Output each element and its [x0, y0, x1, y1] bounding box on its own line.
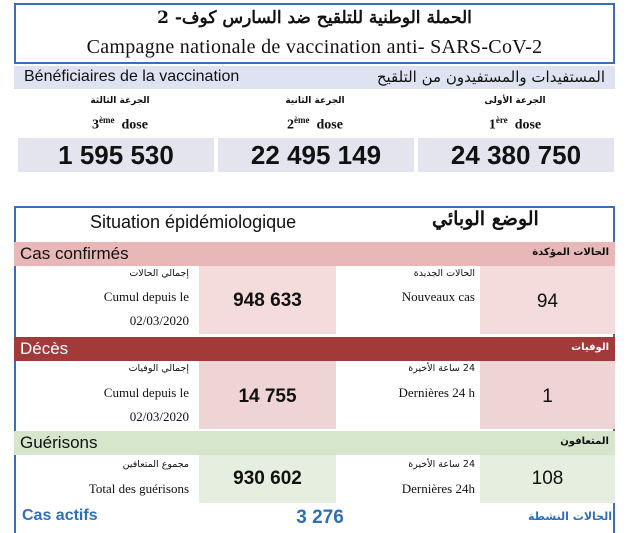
deaths-band: Décès الوفيات: [14, 337, 615, 361]
deaths-label-fr: Décès: [20, 339, 69, 358]
dose3-label-fr: 3ème dose: [92, 115, 148, 133]
dose1-value: 24 380 750: [418, 138, 614, 172]
deaths-new-cell: [480, 361, 615, 429]
title-banner: الحملة الوطنية للتلقيح ضد السارس كوف- 2 …: [14, 3, 615, 64]
confirmed-new-value: 94: [536, 291, 559, 312]
deaths-cumul-date: 02/03/2020: [129, 409, 189, 424]
active-label-ar: الحالات النشطة: [527, 510, 612, 523]
dose3-value: 1 595 530: [18, 138, 214, 172]
recovered-label-fr: Guérisons: [20, 433, 98, 452]
recovered-cumul-label-ar: مجموع المتعافين: [122, 459, 189, 470]
deaths-new-label-fr: Dernières 24 h: [398, 385, 475, 400]
confirmed-label-ar: الحالات المؤكدة: [532, 247, 609, 258]
recovered-cumul-value: 930 602: [233, 468, 302, 489]
confirmed-band: Cas confirmés الحالات المؤكدة: [14, 242, 615, 266]
confirmed-new-cell: [480, 266, 615, 334]
dose3-label-ar: الجرعة الثالثة: [90, 96, 150, 106]
title-french: Campagne nationale de vaccination anti- …: [86, 36, 543, 58]
confirmed-cumul-value: 948 633: [233, 290, 302, 311]
title-arabic: الحملة الوطنية للتلقيح ضد السارس كوف- 2: [157, 8, 472, 28]
recovered-new-value: 108: [531, 468, 564, 489]
dose1-label-fr: 1ère dose: [488, 115, 542, 133]
epi-title-fr: Situation épidémiologique: [90, 212, 297, 232]
recovered-cumul-label-fr: Total des guérisons: [88, 481, 189, 496]
deaths-cumul-cell: [199, 361, 336, 429]
dose2-label-ar: الجرعة الثانية: [285, 96, 345, 106]
dose1-label-ar: الجرعة الأولى: [484, 96, 546, 106]
beneficiaries-header: Bénéficiaires de la vaccination المستفيد…: [14, 66, 615, 89]
deaths-cumul-label-fr: Cumul depuis le: [103, 385, 189, 400]
deaths-cumul-value: 14 755: [238, 386, 297, 407]
confirmed-cumul-label-ar: إجمالي الحالات: [129, 268, 189, 279]
deaths-label-ar: الوفيات: [571, 342, 609, 353]
deaths-cumul-label-ar: إجمالي الوفيات: [128, 363, 189, 374]
confirmed-cumul-cell: [199, 266, 336, 334]
recovered-new-cell: [480, 455, 615, 503]
deaths-new-label-ar: 24 ساعة الأخيرة: [408, 363, 475, 374]
confirmed-cumul-label-fr: Cumul depuis le: [103, 289, 189, 304]
confirmed-new-label-fr: Nouveaux cas: [401, 289, 475, 304]
deaths-new-value: 1: [542, 386, 553, 407]
confirmed-new-label-ar: الحالات الجديدة: [413, 268, 475, 279]
confirmed-cumul-date: 02/03/2020: [129, 313, 189, 328]
recovered-new-label-fr: Dernières 24h: [401, 481, 475, 496]
dose2-label-fr: 2ème dose: [287, 115, 343, 133]
epi-title-ar: الوضع الوبائي: [432, 208, 539, 230]
beneficiaries-label-fr: Bénéficiaires de la vaccination: [24, 68, 240, 85]
recovered-cumul-cell: [199, 455, 336, 503]
beneficiaries-label-ar: المستفيدات والمستفيدون من التلقيح: [376, 68, 605, 86]
active-value: 3 276: [296, 507, 344, 528]
confirmed-label-fr: Cas confirmés: [20, 244, 129, 263]
active-label-fr: Cas actifs: [22, 507, 98, 524]
recovered-label-ar: المتعافون: [560, 436, 609, 447]
recovered-new-label-ar: 24 ساعة الأخيرة: [408, 459, 475, 470]
recovered-band: Guérisons المتعافون: [14, 431, 615, 455]
dose2-value: 22 495 149: [218, 138, 414, 172]
